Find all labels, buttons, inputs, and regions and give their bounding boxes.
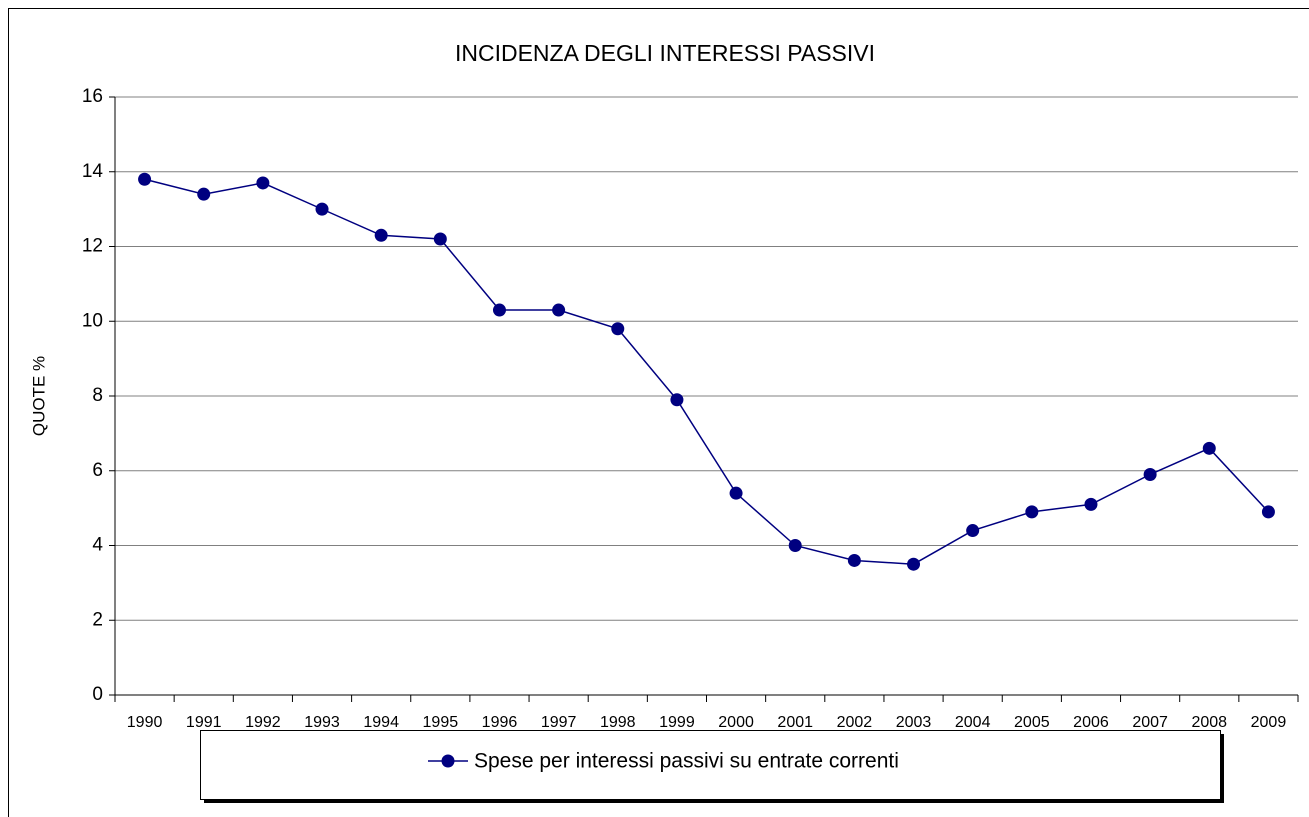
chart-title: INCIDENZA DEGLI INTERESSI PASSIVI	[455, 40, 875, 66]
legend-marker	[441, 754, 455, 768]
data-point	[197, 187, 211, 201]
y-tick-label: 14	[82, 161, 104, 182]
data-point	[729, 486, 743, 500]
data-point	[966, 524, 980, 538]
data-point	[907, 557, 921, 571]
x-tick-label: 2003	[896, 714, 932, 731]
data-point	[1202, 441, 1216, 455]
x-tick-label: 1993	[304, 714, 340, 731]
x-tick-label: 1991	[186, 714, 222, 731]
data-point	[788, 539, 802, 552]
x-tick-label: 1995	[423, 714, 459, 731]
y-tick-label: 0	[92, 684, 103, 705]
y-tick-label: 8	[92, 385, 103, 406]
x-tick-label: 1992	[245, 714, 281, 731]
x-tick-label: 1994	[363, 714, 399, 731]
x-tick-label: 2007	[1132, 714, 1168, 731]
y-tick-label: 6	[92, 460, 103, 481]
chart-border	[8, 8, 1309, 817]
y-axis-label: QUOTE %	[29, 356, 48, 436]
legend: Spese per interessi passivi su entrate c…	[200, 730, 1224, 803]
x-tick-label: 1998	[600, 714, 636, 731]
data-point	[374, 228, 388, 242]
x-tick-label: 2006	[1073, 714, 1109, 731]
x-tick-label: 2008	[1191, 714, 1227, 731]
y-tick-label: 4	[92, 535, 103, 556]
data-point	[552, 303, 566, 317]
x-tick-label: 2002	[837, 714, 873, 731]
data-point	[492, 303, 506, 317]
x-tick-label: 1997	[541, 714, 577, 731]
x-tick-label: 2001	[777, 714, 813, 731]
y-tick-label: 2	[92, 609, 103, 630]
series-line	[144, 178, 1269, 565]
data-point	[315, 202, 329, 216]
x-tick-label: 2005	[1014, 714, 1050, 731]
y-tick-label: 12	[82, 236, 103, 257]
data-point	[1143, 467, 1157, 481]
data-point	[670, 393, 684, 407]
x-tick-label: 1996	[482, 714, 518, 731]
x-tick-label: 2000	[718, 714, 754, 731]
y-tick-label: 10	[82, 310, 103, 331]
data-point	[138, 172, 152, 186]
y-tick-label: 16	[82, 86, 103, 107]
x-tick-label: 2004	[955, 714, 991, 731]
legend-box	[200, 730, 1221, 800]
legend-label: Spese per interessi passivi su entrate c…	[474, 750, 899, 773]
x-tick-label: 1999	[659, 714, 695, 731]
data-point	[256, 176, 270, 190]
x-tick-label: 2009	[1251, 714, 1287, 731]
data-point	[1025, 505, 1039, 519]
x-tick-label: 1990	[127, 714, 163, 731]
data-point	[1084, 497, 1098, 511]
data-point	[433, 232, 447, 246]
data-point	[611, 322, 625, 336]
data-point	[847, 553, 861, 567]
data-point	[1261, 505, 1275, 519]
